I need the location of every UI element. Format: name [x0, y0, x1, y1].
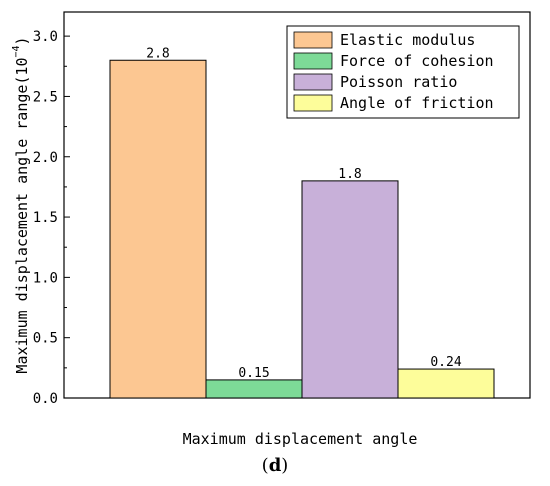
y-tick-label-6: 3.0	[33, 29, 58, 45]
x-axis-label: Maximum displacement angle	[183, 430, 418, 448]
panel-label: (d)	[261, 455, 289, 476]
legend-swatch-1	[293, 52, 333, 70]
legend-label-2: Poisson ratio	[340, 73, 457, 91]
bar-1	[205, 379, 303, 399]
value-label-2: 1.8	[338, 167, 361, 182]
value-labels-group: 2.8 0.15 1.8 0.24	[146, 46, 462, 381]
y-tick-label-3: 1.5	[33, 210, 58, 226]
y-tick-label-5: 2.5	[33, 89, 58, 105]
value-label-0: 2.8	[146, 46, 169, 61]
y-axis-label: Maximum displacement angle range(10−4)	[11, 36, 31, 373]
y-tick-label-0: 0.0	[33, 391, 58, 407]
legend-label-3: Angle of friction	[340, 94, 494, 112]
y-tick-label-4: 2.0	[33, 150, 58, 166]
bar-3	[397, 368, 495, 399]
y-axis-ticks: 0.0 0.5 1.0 1.5 2.0 2.5 3.0	[33, 29, 70, 407]
bars-group	[109, 59, 495, 399]
bar-0	[109, 59, 207, 399]
bar-2	[301, 180, 399, 399]
legend-swatch-0	[293, 31, 333, 49]
y-tick-label-2: 1.0	[33, 270, 58, 286]
legend-label-0: Elastic modulus	[340, 31, 475, 49]
legend-swatch-3	[293, 94, 333, 112]
y-tick-label-1: 0.5	[33, 331, 58, 347]
legend-label-1: Force of cohesion	[340, 52, 494, 70]
legend-swatch-2	[293, 73, 333, 91]
value-label-1: 0.15	[238, 366, 269, 381]
value-label-3: 0.24	[430, 355, 461, 370]
legend: Elastic modulus Force of cohesion Poisson …	[286, 25, 520, 119]
